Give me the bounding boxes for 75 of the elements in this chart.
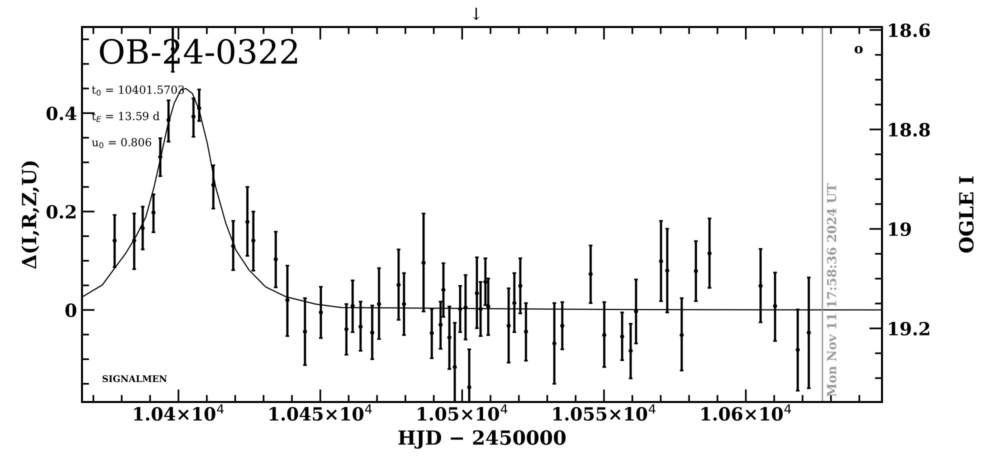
point bbox=[402, 302, 406, 306]
point bbox=[772, 304, 778, 308]
x-tick-label: 1.055×10$^{4}$ bbox=[553, 404, 656, 421]
point bbox=[483, 280, 488, 284]
text: ↓ bbox=[472, 8, 480, 20]
point bbox=[552, 341, 556, 346]
point bbox=[758, 284, 763, 288]
point bbox=[506, 324, 511, 328]
point bbox=[524, 330, 528, 334]
point bbox=[132, 238, 136, 243]
x-tick-label: 1.045×10$^{4}$ bbox=[270, 404, 372, 421]
point bbox=[560, 324, 564, 328]
point bbox=[158, 154, 162, 160]
point bbox=[358, 324, 363, 329]
annotation: Mon Nov 11 17:58:36 2024 UT bbox=[826, 183, 836, 397]
point bbox=[376, 302, 382, 306]
point bbox=[274, 257, 278, 262]
point bbox=[112, 238, 117, 243]
x-axis-title: HJD − 2450000 bbox=[398, 430, 566, 449]
point bbox=[486, 304, 490, 309]
y-tick-label: 0 bbox=[65, 303, 76, 318]
point bbox=[441, 288, 446, 292]
point bbox=[518, 284, 522, 288]
y-tick-label: 0.4 bbox=[46, 106, 76, 120]
point bbox=[680, 332, 684, 338]
point bbox=[588, 272, 593, 276]
y2-tick-label: 18.6 bbox=[889, 23, 930, 38]
point bbox=[370, 330, 374, 335]
point bbox=[467, 385, 472, 390]
y2-tick-label: 19.2 bbox=[889, 322, 930, 336]
point bbox=[430, 331, 434, 336]
point bbox=[512, 301, 516, 306]
point bbox=[197, 106, 202, 110]
point bbox=[140, 226, 145, 230]
point bbox=[463, 305, 468, 310]
point bbox=[245, 220, 250, 224]
point bbox=[796, 348, 800, 352]
point bbox=[658, 259, 664, 264]
annotation: o bbox=[854, 46, 863, 54]
point bbox=[318, 310, 323, 315]
y2-axis-title: OGLE I bbox=[958, 176, 974, 253]
point bbox=[478, 306, 483, 312]
y2-tick-label: 18.8 bbox=[889, 122, 930, 137]
point bbox=[806, 330, 811, 335]
y-tick-label: 0.2 bbox=[46, 205, 76, 219]
point bbox=[628, 348, 633, 353]
annotation: u$_{0}$ = 0.806 bbox=[92, 138, 152, 148]
point bbox=[438, 322, 443, 327]
x-tick-label: 1.04×10$^{4}$ bbox=[134, 404, 224, 421]
point bbox=[396, 282, 401, 287]
annotation: t$_{0}$ = 10401.5703 bbox=[92, 85, 184, 96]
y2-tick-label: 19 bbox=[889, 222, 911, 236]
y-axis-title: Δ(I,R,Z,U) bbox=[21, 161, 40, 269]
point bbox=[191, 114, 196, 119]
point bbox=[251, 238, 256, 243]
point bbox=[421, 260, 426, 265]
point bbox=[211, 182, 216, 188]
point bbox=[285, 298, 290, 302]
x-tick-label: 1.06×10$^{4}$ bbox=[702, 404, 792, 421]
point bbox=[166, 118, 171, 122]
point bbox=[447, 335, 452, 340]
point bbox=[474, 291, 479, 296]
point bbox=[694, 269, 698, 274]
point bbox=[151, 210, 156, 215]
point bbox=[458, 306, 462, 312]
point bbox=[602, 332, 606, 338]
point bbox=[344, 327, 348, 332]
point bbox=[707, 251, 712, 256]
point bbox=[452, 364, 457, 370]
x-tick-label: 1.05×10$^{4}$ bbox=[418, 404, 508, 421]
annotation: SIGNALMEN bbox=[102, 375, 167, 382]
point bbox=[302, 330, 308, 334]
point bbox=[665, 268, 670, 273]
point bbox=[231, 244, 236, 248]
point bbox=[620, 334, 624, 339]
